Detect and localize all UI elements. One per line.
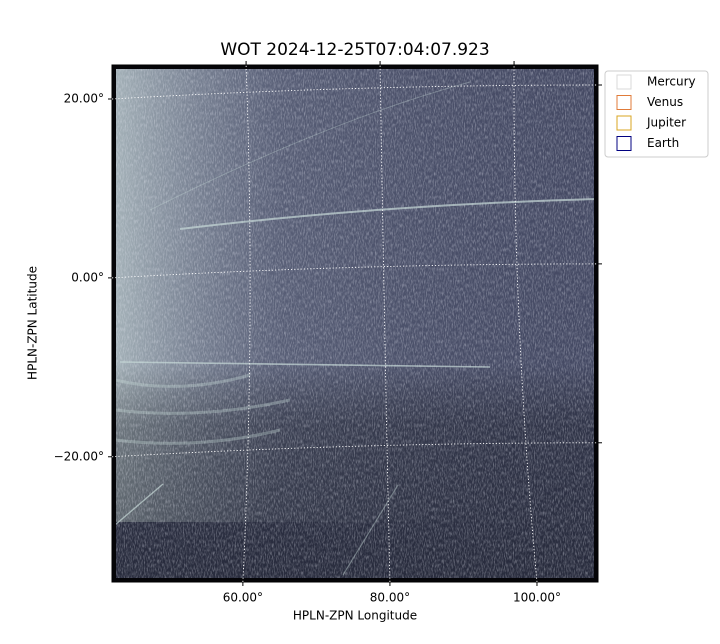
legend-label: Mercury <box>647 75 696 89</box>
legend-marker <box>616 74 632 90</box>
legend <box>604 70 709 158</box>
x-tick-label: 60.00° <box>223 591 263 605</box>
grid-line <box>513 64 538 583</box>
x-axis-label: HPLN-ZPN Longitude <box>293 609 417 623</box>
x-tick-label: 80.00° <box>370 591 410 605</box>
y-tick-label: 0.00° <box>71 270 104 284</box>
grid-line <box>111 263 599 279</box>
x-tick-label: 100.00° <box>513 591 561 605</box>
grid-line <box>111 442 599 458</box>
y-axis-label: HPLN-ZPN Latitude <box>26 266 40 380</box>
axes-frame <box>111 64 599 583</box>
y-tick-label: −20.00° <box>54 449 104 463</box>
grid-line <box>379 64 391 583</box>
legend-label: Venus <box>647 95 683 109</box>
grid-line <box>111 84 599 100</box>
legend-label: Earth <box>647 136 679 150</box>
legend-marker <box>616 95 632 110</box>
sky-image <box>112 65 598 582</box>
legend-label: Jupiter <box>646 116 686 130</box>
chart-title: WOT 2024-12-25T07:04:07.923 <box>220 40 489 60</box>
legend-marker <box>616 136 632 151</box>
legend-marker <box>616 115 632 131</box>
grid-line <box>242 64 251 583</box>
y-tick-label: 20.00° <box>64 91 104 105</box>
